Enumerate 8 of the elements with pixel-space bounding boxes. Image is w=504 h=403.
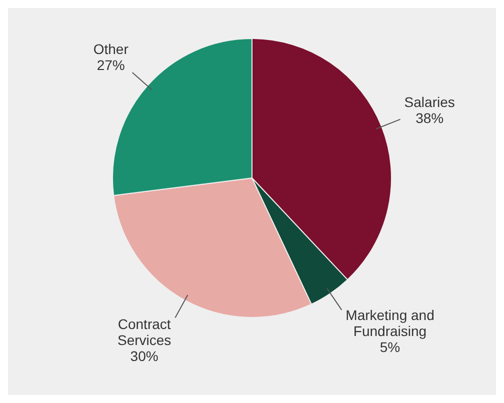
- data-label: 27%: [96, 57, 125, 74]
- slice-label: Other: [93, 41, 129, 58]
- data-label: 5%: [380, 338, 400, 355]
- slice-label: Marketing and Fundraising: [346, 306, 434, 339]
- slice-label: Salaries: [404, 94, 455, 110]
- slice-label: Contract Services: [117, 316, 172, 348]
- data-label: 30%: [130, 348, 158, 364]
- data-label: 38%: [416, 110, 444, 126]
